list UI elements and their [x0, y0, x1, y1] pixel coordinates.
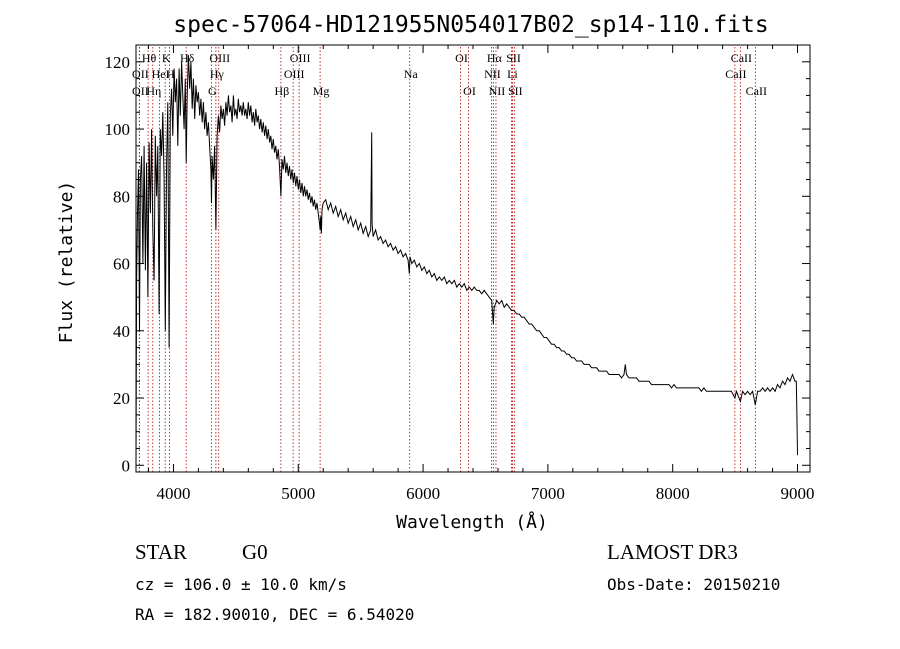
object-class: STAR [135, 540, 187, 564]
x-tick-label: 6000 [406, 484, 440, 503]
survey-name: LAMOST DR3 [607, 540, 738, 564]
chart-title: spec-57064-HD121955N054017B02_sp14-110.f… [173, 12, 768, 38]
x-axis-label: Wavelength (Å) [396, 511, 548, 533]
line-marker-label: SII [508, 84, 523, 98]
line-marker-label: Hθ [142, 51, 157, 65]
x-tick-label: 7000 [531, 484, 565, 503]
line-marker-label: Mg [313, 84, 330, 98]
x-tick-label: 9000 [781, 484, 815, 503]
line-marker-label: OI [455, 51, 468, 65]
line-marker-label: Hβ [275, 84, 290, 98]
line-marker-label: CaII [746, 84, 767, 98]
x-tick-label: 4000 [156, 484, 190, 503]
line-marker-label: OIII [284, 67, 305, 81]
line-marker-label: HeI [152, 67, 170, 81]
line-marker-label: OIII [209, 51, 230, 65]
line-marker-label: SII [506, 51, 521, 65]
spectral-subclass: G0 [242, 540, 268, 564]
line-marker-label: NII [489, 84, 506, 98]
x-axis-ticks: 4000 5000 6000 7000 8000 9000 [147, 45, 815, 503]
y-axis-label: Flux (relative) [56, 181, 77, 344]
y-tick-label: 100 [105, 120, 131, 139]
coordinates: RA = 182.90010, DEC = 6.54020 [135, 605, 414, 624]
x-tick-label: 5000 [281, 484, 315, 503]
x-tick-label: 8000 [656, 484, 690, 503]
line-marker-label: Hγ [210, 67, 225, 81]
line-marker-label: G [208, 84, 217, 98]
velocity-readout: cz = 106.0 ± 10.0 km/s [135, 575, 347, 594]
y-tick-label: 40 [113, 322, 130, 341]
line-marker-label: OII [132, 67, 149, 81]
line-marker-label: CaII [725, 67, 746, 81]
line-marker-label: OIII [290, 51, 311, 65]
line-marker-label: Hα [487, 51, 503, 65]
line-marker-label: NII [484, 67, 501, 81]
y-tick-label: 80 [113, 187, 130, 206]
y-axis-ticks: 0 20 40 60 80 100 120 [105, 53, 810, 475]
line-marker-label: Hδ [180, 51, 195, 65]
line-marker-label: OI [463, 84, 476, 98]
y-tick-label: 120 [105, 53, 131, 72]
line-marker-label: H [166, 67, 175, 81]
y-tick-label: 20 [113, 389, 130, 408]
obs-date: Obs-Date: 20150210 [607, 575, 780, 594]
line-marker-label: Hη [146, 84, 161, 98]
line-marker-label: CaII [731, 51, 752, 65]
y-tick-label: 0 [122, 456, 131, 475]
line-marker-label: K [162, 51, 171, 65]
line-marker-label: Na [404, 67, 419, 81]
line-marker-label: Li [507, 67, 518, 81]
y-tick-label: 60 [113, 255, 130, 274]
plot-frame [135, 44, 811, 473]
spectrum-line [135, 55, 798, 466]
